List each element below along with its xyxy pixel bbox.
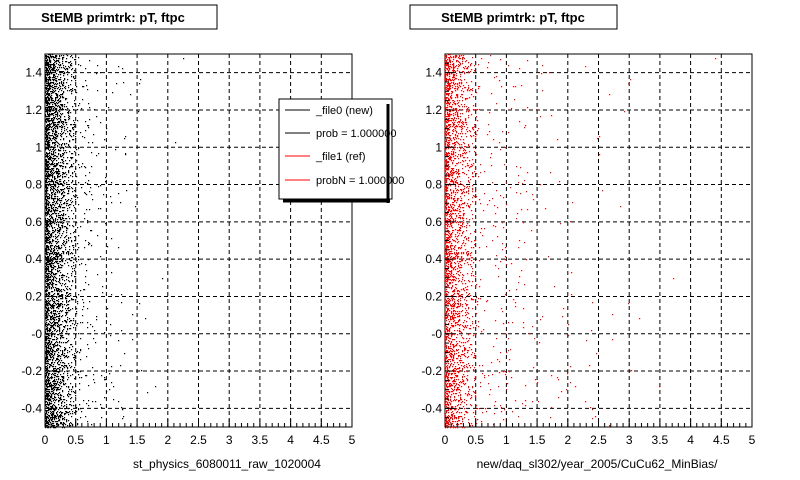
right-chart: StEMB primtrk: pT, ftpc 0 0.5 1 1.5 2 2.5 3 3.5… [409, 4, 756, 471]
legend-entry-file1: _file1 (ref) [315, 151, 366, 163]
y-tick-label: 1.2 [425, 103, 442, 117]
scatter-point [45, 54, 185, 429]
x-tick-label: 1.5 [529, 433, 546, 447]
right-grid [445, 54, 752, 427]
x-tick-label: 3.5 [252, 433, 269, 447]
x-tick-label: 3 [226, 433, 233, 447]
x-tick-label: 2.5 [590, 433, 607, 447]
y-tick-label: 0.8 [25, 178, 42, 192]
x-tick-label: 5 [349, 433, 356, 447]
y-tick-label: -0.4 [21, 401, 42, 415]
x-tick-label: 3 [626, 433, 633, 447]
y-tick-label: 1.2 [25, 103, 42, 117]
left-chart-title: StEMB primtrk: pT, ftpc [41, 10, 185, 25]
legend-box [278, 98, 393, 200]
x-tick-label: 5 [749, 433, 756, 447]
x-tick-label: 0.5 [67, 433, 84, 447]
x-tick-label: 2.5 [190, 433, 207, 447]
y-tick-label: 1.4 [25, 66, 42, 80]
right-axes: 0 0.5 1 1.5 2 2.5 3 3.5 4 4.5 5 -0.4 -0.2 -0 0.2 0.4 0.6… [421, 53, 756, 447]
y-tick-label: 0.6 [25, 215, 42, 229]
x-tick-label: 1.5 [129, 433, 146, 447]
left-scatter-points [45, 54, 185, 429]
x-tick-label: 0 [42, 433, 49, 447]
y-tick-label: -0.4 [421, 401, 442, 415]
y-tick-label: 0.2 [425, 289, 442, 303]
x-tick-label: 1 [503, 433, 510, 447]
right-chart-title: StEMB primtrk: pT, ftpc [441, 10, 585, 25]
y-tick-label: 0.6 [425, 215, 442, 229]
y-tick-label: -0 [31, 327, 42, 341]
y-tick-label: 0.4 [425, 252, 442, 266]
x-tick-label: 2 [564, 433, 571, 447]
x-tick-label: 4 [287, 433, 294, 447]
y-tick-label: 1 [435, 140, 442, 154]
x-tick-label: 2 [164, 433, 171, 447]
x-tick-label: 0 [442, 433, 449, 447]
y-tick-label: 1.4 [425, 66, 442, 80]
left-chart: StEMB primtrk: pT, ftpc 0 0.5 1 1.5 2 2.5 3 3.5… [9, 4, 404, 471]
y-tick-label: 0.4 [25, 252, 42, 266]
legend-entry-file0: _file0 (new) [315, 105, 373, 117]
legend-entry-probn: probN = 1.000000 [316, 175, 404, 187]
right-x-axis-label: new/daq_sl302/year_2005/CuCu62_MinBias/ [477, 457, 718, 471]
y-tick-label: 1 [35, 140, 42, 154]
y-tick-label: 0.2 [25, 289, 42, 303]
y-tick-label: -0 [431, 327, 442, 341]
x-tick-label: 0.5 [467, 433, 484, 447]
y-tick-label: 0.8 [425, 178, 442, 192]
left-axes: 0 0.5 1 1.5 2 2.5 3 3.5 4 4.5 5 -0.4 -0.2 -0 0.2 0.4 0.6… [21, 53, 356, 447]
y-tick-label: -0.2 [21, 364, 42, 378]
x-tick-label: 3.5 [652, 433, 669, 447]
right-title-box [409, 4, 618, 30]
x-tick-label: 4.5 [713, 433, 730, 447]
x-tick-label: 1 [103, 433, 110, 447]
y-tick-label: -0.2 [421, 364, 442, 378]
legend-entry-prob: prob = 1.000000 [316, 128, 396, 140]
left-title-box [9, 4, 218, 30]
x-tick-label: 4 [687, 433, 694, 447]
left-x-axis-label: st_physics_6080011_raw_1020004 [133, 457, 321, 471]
x-tick-label: 4.5 [313, 433, 330, 447]
legend: _file0 (new) prob = 1.000000 _file1 (ref… [278, 98, 404, 203]
